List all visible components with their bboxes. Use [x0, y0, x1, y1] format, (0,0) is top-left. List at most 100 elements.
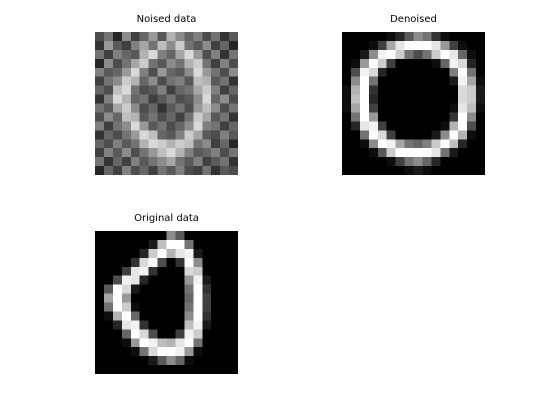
heatmap-cell — [414, 148, 423, 157]
heatmap-cell — [122, 86, 131, 95]
heatmap-cell — [467, 139, 476, 148]
heatmap-cell — [378, 41, 387, 50]
heatmap-cell — [140, 157, 149, 166]
heatmap-cell — [229, 365, 238, 374]
heatmap-cell — [167, 121, 176, 130]
heatmap-cell — [440, 104, 449, 113]
heatmap-cell — [229, 95, 238, 104]
heatmap-cell — [131, 59, 140, 68]
heatmap-cell — [167, 276, 176, 285]
heatmap-cell — [140, 320, 149, 329]
heatmap-cell — [175, 86, 184, 95]
heatmap-cell — [342, 130, 351, 139]
heatmap-cell — [342, 121, 351, 130]
heatmap-cell — [458, 130, 467, 139]
heatmap-cell — [458, 104, 467, 113]
heatmap-cell — [378, 148, 387, 157]
heatmap-cell — [342, 86, 351, 95]
heatmap-cell — [95, 139, 104, 148]
heatmap-cell — [113, 95, 122, 104]
heatmap-cell — [476, 68, 485, 77]
heatmap-cell — [158, 112, 167, 121]
heatmap-cell — [95, 112, 104, 121]
heatmap-cell — [449, 41, 458, 50]
heatmap-cell — [202, 68, 211, 77]
heatmap-cell — [184, 59, 193, 68]
heatmap-cell — [476, 130, 485, 139]
heatmap-cell — [467, 32, 476, 41]
heatmap-cell — [95, 148, 104, 157]
heatmap-cell — [104, 249, 113, 258]
heatmap-cell — [175, 32, 184, 41]
heatmap-cell — [158, 148, 167, 157]
heatmap-cell — [167, 285, 176, 294]
heatmap-cell — [104, 356, 113, 365]
heatmap-cell — [95, 86, 104, 95]
heatmap-cell — [131, 338, 140, 347]
heatmap-cell — [149, 347, 158, 356]
heatmap-cell — [422, 32, 431, 41]
heatmap-cell — [229, 68, 238, 77]
heatmap-cell — [458, 59, 467, 68]
heatmap-cell — [140, 249, 149, 258]
heatmap-cell — [167, 240, 176, 249]
heatmap-cell — [131, 86, 140, 95]
heatmap-cell — [95, 130, 104, 139]
heatmap-cell — [405, 157, 414, 166]
heatmap-cell — [396, 166, 405, 175]
heatmap-cell — [95, 157, 104, 166]
heatmap-cell — [113, 249, 122, 258]
heatmap-cell — [167, 258, 176, 267]
heatmap-cell — [405, 86, 414, 95]
heatmap-cell — [104, 231, 113, 240]
heatmap-cell — [131, 294, 140, 303]
heatmap-cell — [131, 231, 140, 240]
heatmap-cell — [211, 166, 220, 175]
heatmap-cell — [220, 104, 229, 113]
heatmap-cell — [342, 32, 351, 41]
heatmap-cell — [440, 68, 449, 77]
heatmap-cell — [149, 77, 158, 86]
heatmap-cell — [440, 86, 449, 95]
heatmap-cell — [387, 157, 396, 166]
heatmap-cell — [405, 95, 414, 104]
heatmap-cell — [140, 303, 149, 312]
heatmap-cell — [140, 338, 149, 347]
heatmap-cell — [149, 148, 158, 157]
heatmap-cell — [131, 68, 140, 77]
heatmap-cell — [131, 77, 140, 86]
heatmap-cell — [95, 249, 104, 258]
heatmap-cell — [167, 365, 176, 374]
heatmap-cell — [140, 121, 149, 130]
heatmap-cell — [149, 231, 158, 240]
heatmap-cell — [369, 112, 378, 121]
heatmap-cell — [467, 86, 476, 95]
heatmap-cell — [131, 139, 140, 148]
heatmap-cell — [360, 139, 369, 148]
heatmap-cell — [202, 240, 211, 249]
heatmap-cell — [95, 68, 104, 77]
heatmap-cell — [414, 104, 423, 113]
heatmap-cell — [158, 68, 167, 77]
heatmap-cell — [449, 130, 458, 139]
heatmap-cell — [449, 157, 458, 166]
heatmap-cell — [211, 139, 220, 148]
heatmap-cell — [220, 59, 229, 68]
denoised-heatmap — [342, 32, 485, 175]
heatmap-cell — [220, 365, 229, 374]
heatmap-cell — [104, 104, 113, 113]
heatmap-cell — [95, 276, 104, 285]
heatmap-cell — [175, 329, 184, 338]
heatmap-cell — [229, 267, 238, 276]
heatmap-cell — [211, 121, 220, 130]
heatmap-cell — [229, 59, 238, 68]
heatmap-cell — [140, 347, 149, 356]
heatmap-cell — [158, 356, 167, 365]
heatmap-cell — [167, 86, 176, 95]
heatmap-cell — [95, 303, 104, 312]
heatmap-cell — [175, 303, 184, 312]
heatmap-cell — [184, 68, 193, 77]
heatmap-cell — [431, 157, 440, 166]
heatmap-cell — [229, 121, 238, 130]
heatmap-cell — [387, 86, 396, 95]
